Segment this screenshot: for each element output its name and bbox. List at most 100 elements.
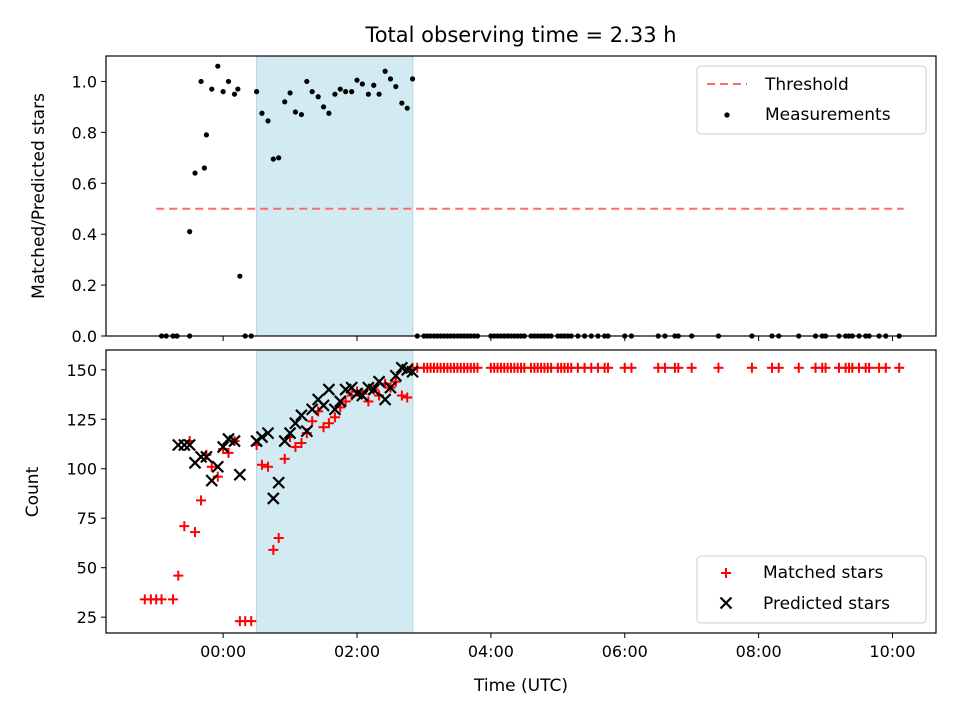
- measurement-point: [198, 78, 204, 85]
- cross-b: [406, 365, 419, 379]
- cross-b: [255, 430, 269, 444]
- cross-b: [362, 381, 375, 394]
- predicted-star-point: [295, 409, 308, 422]
- measurement-points: [158, 63, 902, 339]
- predicted-star-point: [322, 383, 336, 396]
- measurement-point: [393, 83, 399, 90]
- top-legend-box: [696, 65, 927, 135]
- cross-b: [205, 474, 219, 487]
- measurement-point: [231, 91, 238, 97]
- matched-star-point: [659, 362, 670, 373]
- top-y-tick-label: 0.6: [72, 174, 97, 193]
- matched-star-point: [156, 594, 167, 605]
- measurement-point: [276, 155, 282, 161]
- measurement-point: [399, 100, 405, 106]
- legend-measurement-swatch: [724, 112, 730, 118]
- measurement-point: [349, 89, 355, 95]
- measurement-point: [237, 273, 243, 279]
- cross-b: [305, 403, 319, 416]
- measurement-point: [343, 89, 349, 95]
- matched-star-point: [820, 362, 831, 373]
- bottom-y-tick-label: 25: [77, 608, 97, 627]
- legend-predicted-marker: [719, 596, 733, 610]
- bottom-y-tick-label: 100: [66, 460, 97, 479]
- predicted-star-point: [283, 426, 297, 440]
- bottom-y-axis-label: Count: [23, 466, 43, 517]
- bottom-y-tick-label: 75: [77, 509, 97, 528]
- predicted-star-point: [372, 375, 386, 388]
- measurement-point: [259, 110, 265, 116]
- predicted-star-point: [278, 434, 291, 448]
- legend-matched-label: Matched stars: [763, 563, 883, 583]
- measurement-point: [337, 86, 343, 92]
- measurement-point: [304, 78, 310, 85]
- matched-star-point: [673, 362, 684, 373]
- top-y-tick-label: 0.2: [72, 276, 97, 295]
- matched-star-point: [206, 461, 217, 472]
- legend-predicted-swatch: [719, 596, 733, 610]
- x-tick-label: 10:00: [869, 642, 915, 661]
- cross-b: [317, 399, 330, 412]
- matched-star-point: [746, 362, 757, 373]
- measurement-point: [265, 118, 271, 124]
- predicted-star-point: [178, 438, 191, 452]
- predicted-star-point: [211, 460, 225, 474]
- matched-star-point: [329, 412, 340, 423]
- measurement-point: [215, 63, 221, 69]
- cross-b: [233, 468, 247, 481]
- matched-star-point: [713, 362, 724, 373]
- measurement-point: [225, 78, 232, 85]
- matched-star-point: [472, 362, 483, 373]
- cross-b: [345, 381, 358, 394]
- measurement-point: [354, 77, 360, 83]
- matched-star-point: [223, 447, 234, 458]
- legend-measurements-label: Measurements: [765, 105, 891, 125]
- x-tick-label: 00:00: [200, 642, 246, 661]
- predicted-star-point: [228, 434, 241, 448]
- measurement-point: [203, 132, 210, 138]
- top-x-ticks: [222, 336, 893, 341]
- matched-star-point: [196, 495, 207, 506]
- cross-b: [350, 387, 364, 400]
- cross-b: [328, 403, 342, 416]
- cross-b: [384, 381, 397, 394]
- predicted-star-point: [367, 383, 381, 396]
- cross-b: [261, 426, 275, 440]
- matched-star-point: [296, 438, 307, 449]
- cross-b: [200, 450, 213, 464]
- measurement-point: [326, 110, 332, 116]
- matched-star-point: [686, 362, 697, 373]
- measurement-point: [365, 91, 371, 97]
- matched-star-point: [268, 544, 279, 555]
- matched-star-point: [894, 362, 905, 373]
- predicted-star-points: [172, 361, 419, 505]
- cross-b: [278, 434, 291, 448]
- cross-b: [283, 426, 297, 440]
- top-y-ticks: 0.0 0.2 0.4 0.6 0.8 1.0: [72, 72, 106, 346]
- cross-b: [267, 492, 280, 505]
- cross-b: [300, 424, 314, 438]
- measurement-point: [382, 68, 388, 74]
- predicted-star-point: [183, 438, 196, 452]
- matched-star-point: [340, 396, 351, 407]
- matched-star-point: [880, 362, 891, 373]
- bottom-y-ticks: 25 50 75 100 125 150: [66, 361, 106, 627]
- matched-star-point: [246, 616, 257, 627]
- x-tick-label: 08:00: [736, 642, 782, 661]
- predicted-star-point: [317, 399, 330, 412]
- legend-threshold-label: Threshold: [764, 75, 849, 95]
- cross-b: [322, 383, 336, 396]
- measurement-point: [409, 76, 416, 82]
- predicted-star-point: [205, 474, 219, 487]
- bottom-legend-box: [696, 555, 927, 624]
- x-tick-label: 06:00: [602, 642, 648, 661]
- cross-b: [372, 375, 386, 388]
- legend-matched-swatch: [721, 568, 731, 578]
- measurement-point: [332, 91, 338, 97]
- predicted-star-point: [255, 430, 269, 444]
- cross-b: [216, 440, 230, 454]
- matched-star-point: [262, 461, 273, 472]
- cross-b: [289, 416, 302, 430]
- predicted-star-point: [289, 416, 302, 430]
- top-y-tick-label: 1.0: [72, 72, 97, 91]
